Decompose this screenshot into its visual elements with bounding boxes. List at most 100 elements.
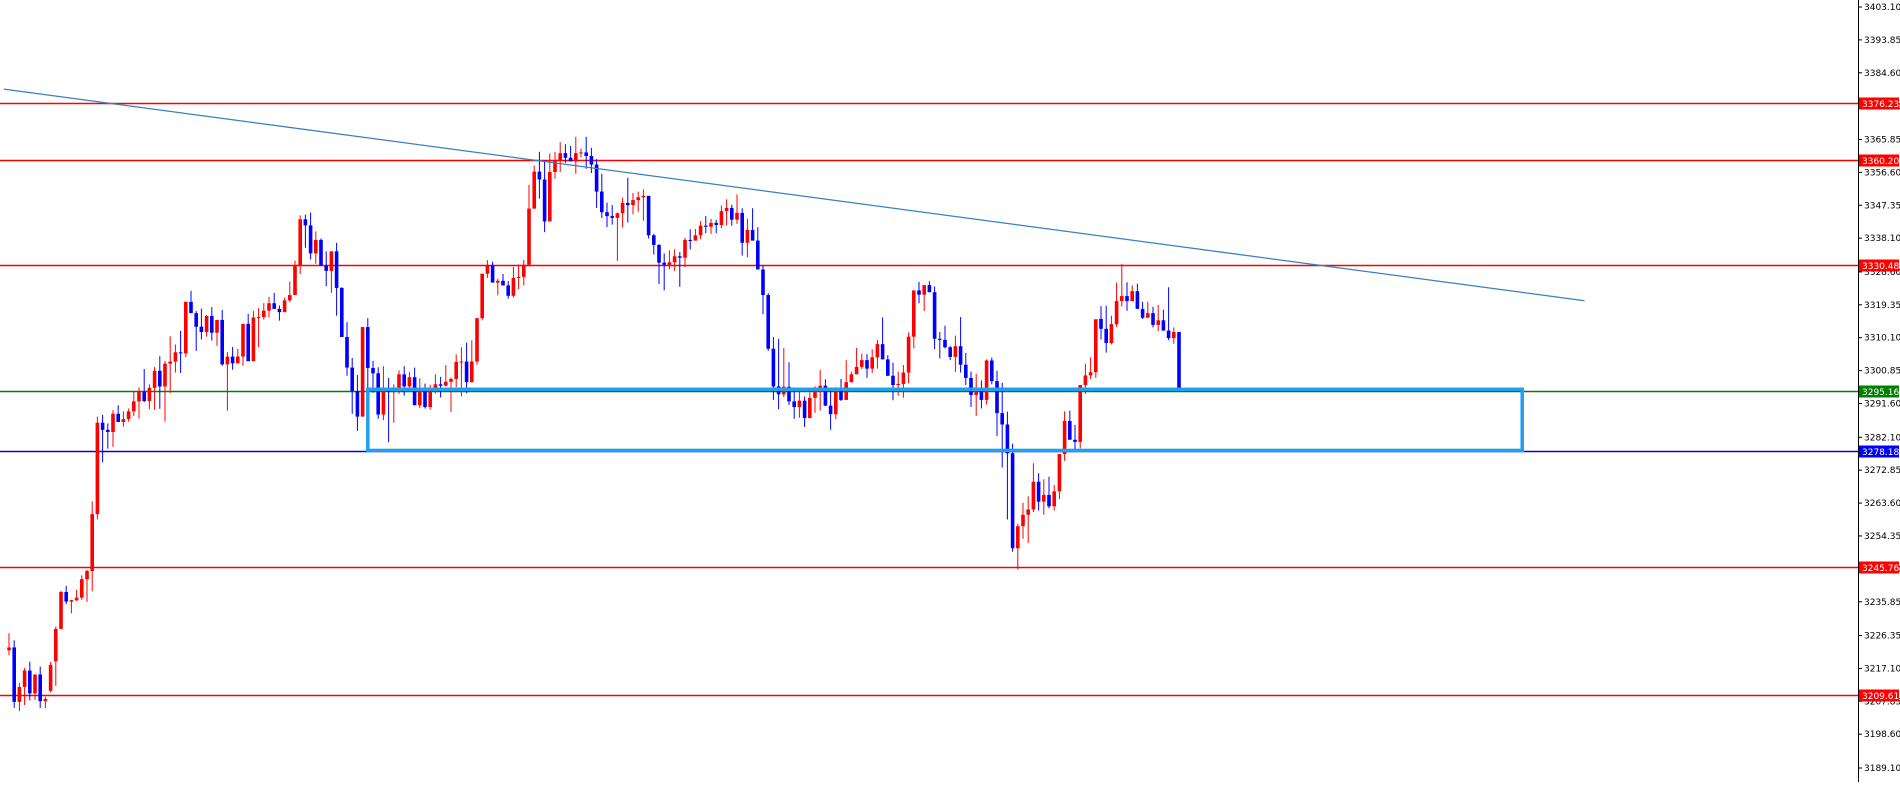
candle bbox=[657, 244, 661, 285]
candle bbox=[990, 357, 994, 385]
candle bbox=[329, 251, 334, 293]
candle bbox=[1052, 484, 1056, 511]
candle bbox=[454, 354, 458, 388]
candle-body bbox=[1161, 320, 1166, 331]
candle-body bbox=[1016, 526, 1020, 549]
candle-body bbox=[693, 235, 698, 241]
candle-body bbox=[423, 388, 427, 408]
overlays bbox=[3, 88, 1585, 453]
candle bbox=[1062, 411, 1067, 461]
candle bbox=[142, 369, 146, 403]
candle-body bbox=[1042, 494, 1046, 502]
candle-body bbox=[1010, 453, 1015, 549]
candle bbox=[147, 384, 152, 410]
candle bbox=[1088, 357, 1093, 379]
candle bbox=[589, 147, 594, 174]
price-axis: 3403.103393.853384.603375.103365.853356.… bbox=[1858, 0, 1900, 782]
candle bbox=[340, 287, 344, 338]
candle-body bbox=[620, 202, 625, 214]
candle-body bbox=[891, 375, 895, 386]
candle bbox=[605, 202, 609, 228]
candle-body bbox=[714, 222, 718, 225]
candle-body bbox=[236, 356, 240, 364]
candle bbox=[288, 281, 292, 303]
candle-body bbox=[1073, 439, 1077, 442]
candle-body bbox=[137, 392, 141, 402]
candle bbox=[230, 346, 235, 370]
candle bbox=[964, 353, 968, 386]
price-tick-label: 3365.85 bbox=[1864, 135, 1900, 145]
candle bbox=[28, 661, 32, 701]
candle-body bbox=[33, 674, 37, 694]
candle-body bbox=[678, 256, 682, 258]
candle-body bbox=[74, 597, 79, 601]
candle bbox=[1026, 496, 1030, 543]
price-tick-label: 3300.85 bbox=[1864, 367, 1900, 377]
candle-body bbox=[969, 377, 973, 395]
candle bbox=[927, 281, 932, 293]
candle-body bbox=[860, 360, 864, 367]
candle-body bbox=[334, 251, 339, 288]
candle-body bbox=[12, 647, 16, 702]
candle bbox=[735, 194, 739, 224]
candle bbox=[714, 219, 718, 234]
candle bbox=[730, 204, 734, 226]
candle bbox=[298, 215, 302, 275]
candle bbox=[672, 249, 677, 271]
candle bbox=[236, 348, 240, 364]
candle bbox=[542, 160, 547, 233]
candle-body bbox=[1047, 494, 1051, 507]
candle-body bbox=[646, 195, 651, 236]
candle bbox=[256, 308, 261, 348]
candle-body bbox=[38, 674, 42, 702]
candle-body bbox=[979, 387, 984, 400]
candle bbox=[496, 278, 500, 296]
candle-body bbox=[48, 664, 53, 691]
candle bbox=[688, 229, 692, 250]
level-price-label: 3245.76 bbox=[1862, 564, 1899, 574]
candle bbox=[438, 376, 443, 398]
candle bbox=[1047, 476, 1051, 509]
candle bbox=[641, 189, 646, 221]
candle bbox=[184, 301, 188, 358]
candle-body bbox=[282, 300, 287, 313]
candle-body bbox=[771, 348, 776, 387]
candle-body bbox=[173, 352, 178, 362]
candle-body bbox=[1026, 509, 1030, 515]
candle-body bbox=[709, 222, 713, 227]
price-tick-label: 3272.85 bbox=[1864, 466, 1900, 476]
candle-body bbox=[1166, 330, 1171, 339]
candle-body bbox=[428, 388, 432, 408]
candle-body bbox=[106, 429, 110, 432]
price-tick-label: 3338.10 bbox=[1864, 234, 1900, 244]
candle-body bbox=[485, 265, 490, 274]
candle bbox=[225, 351, 230, 411]
candle bbox=[886, 355, 890, 377]
candle bbox=[709, 218, 713, 234]
candle-body bbox=[59, 591, 63, 629]
candle-body bbox=[912, 290, 916, 337]
candle-body bbox=[314, 239, 318, 254]
candle-body bbox=[412, 377, 417, 406]
candle bbox=[80, 575, 84, 600]
candle bbox=[90, 501, 94, 592]
candle-body bbox=[262, 310, 266, 318]
candle-body bbox=[158, 370, 162, 387]
candle bbox=[1099, 306, 1103, 340]
candle-body bbox=[688, 239, 692, 241]
candle bbox=[932, 286, 937, 350]
price-tick-label: 3384.60 bbox=[1864, 69, 1900, 79]
candle bbox=[121, 411, 126, 427]
candle bbox=[631, 192, 635, 215]
candle-body bbox=[199, 326, 204, 333]
candle-body bbox=[1088, 372, 1093, 376]
candle-body bbox=[719, 211, 724, 225]
candle-body bbox=[761, 269, 765, 296]
candle bbox=[1151, 306, 1155, 328]
candle bbox=[865, 354, 869, 378]
candle-body bbox=[631, 200, 635, 206]
candle-body bbox=[995, 381, 999, 414]
candle-body bbox=[849, 374, 854, 383]
candle-body bbox=[418, 388, 422, 406]
candle-body bbox=[43, 699, 48, 702]
